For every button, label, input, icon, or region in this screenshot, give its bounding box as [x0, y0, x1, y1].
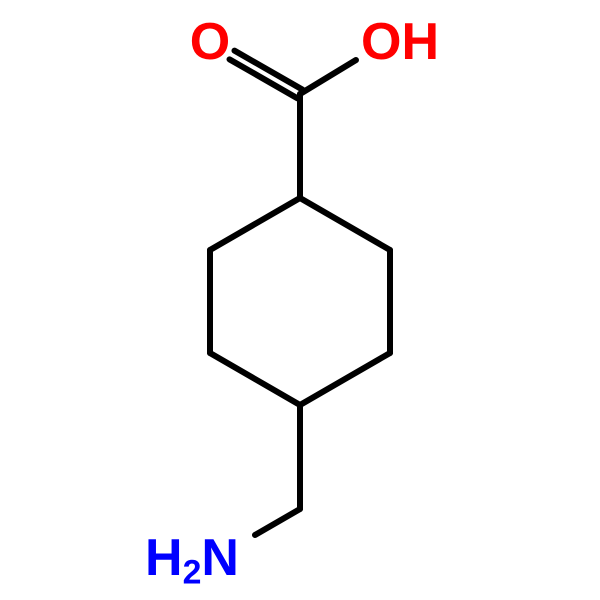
atom-label-o_oh: OH — [361, 16, 439, 68]
molecule-diagram: O OH H2N — [0, 0, 600, 600]
bond-layer — [0, 0, 600, 600]
atom-label-o_dbl: O — [190, 16, 230, 68]
atom-label-nh2: H2N — [145, 532, 239, 590]
